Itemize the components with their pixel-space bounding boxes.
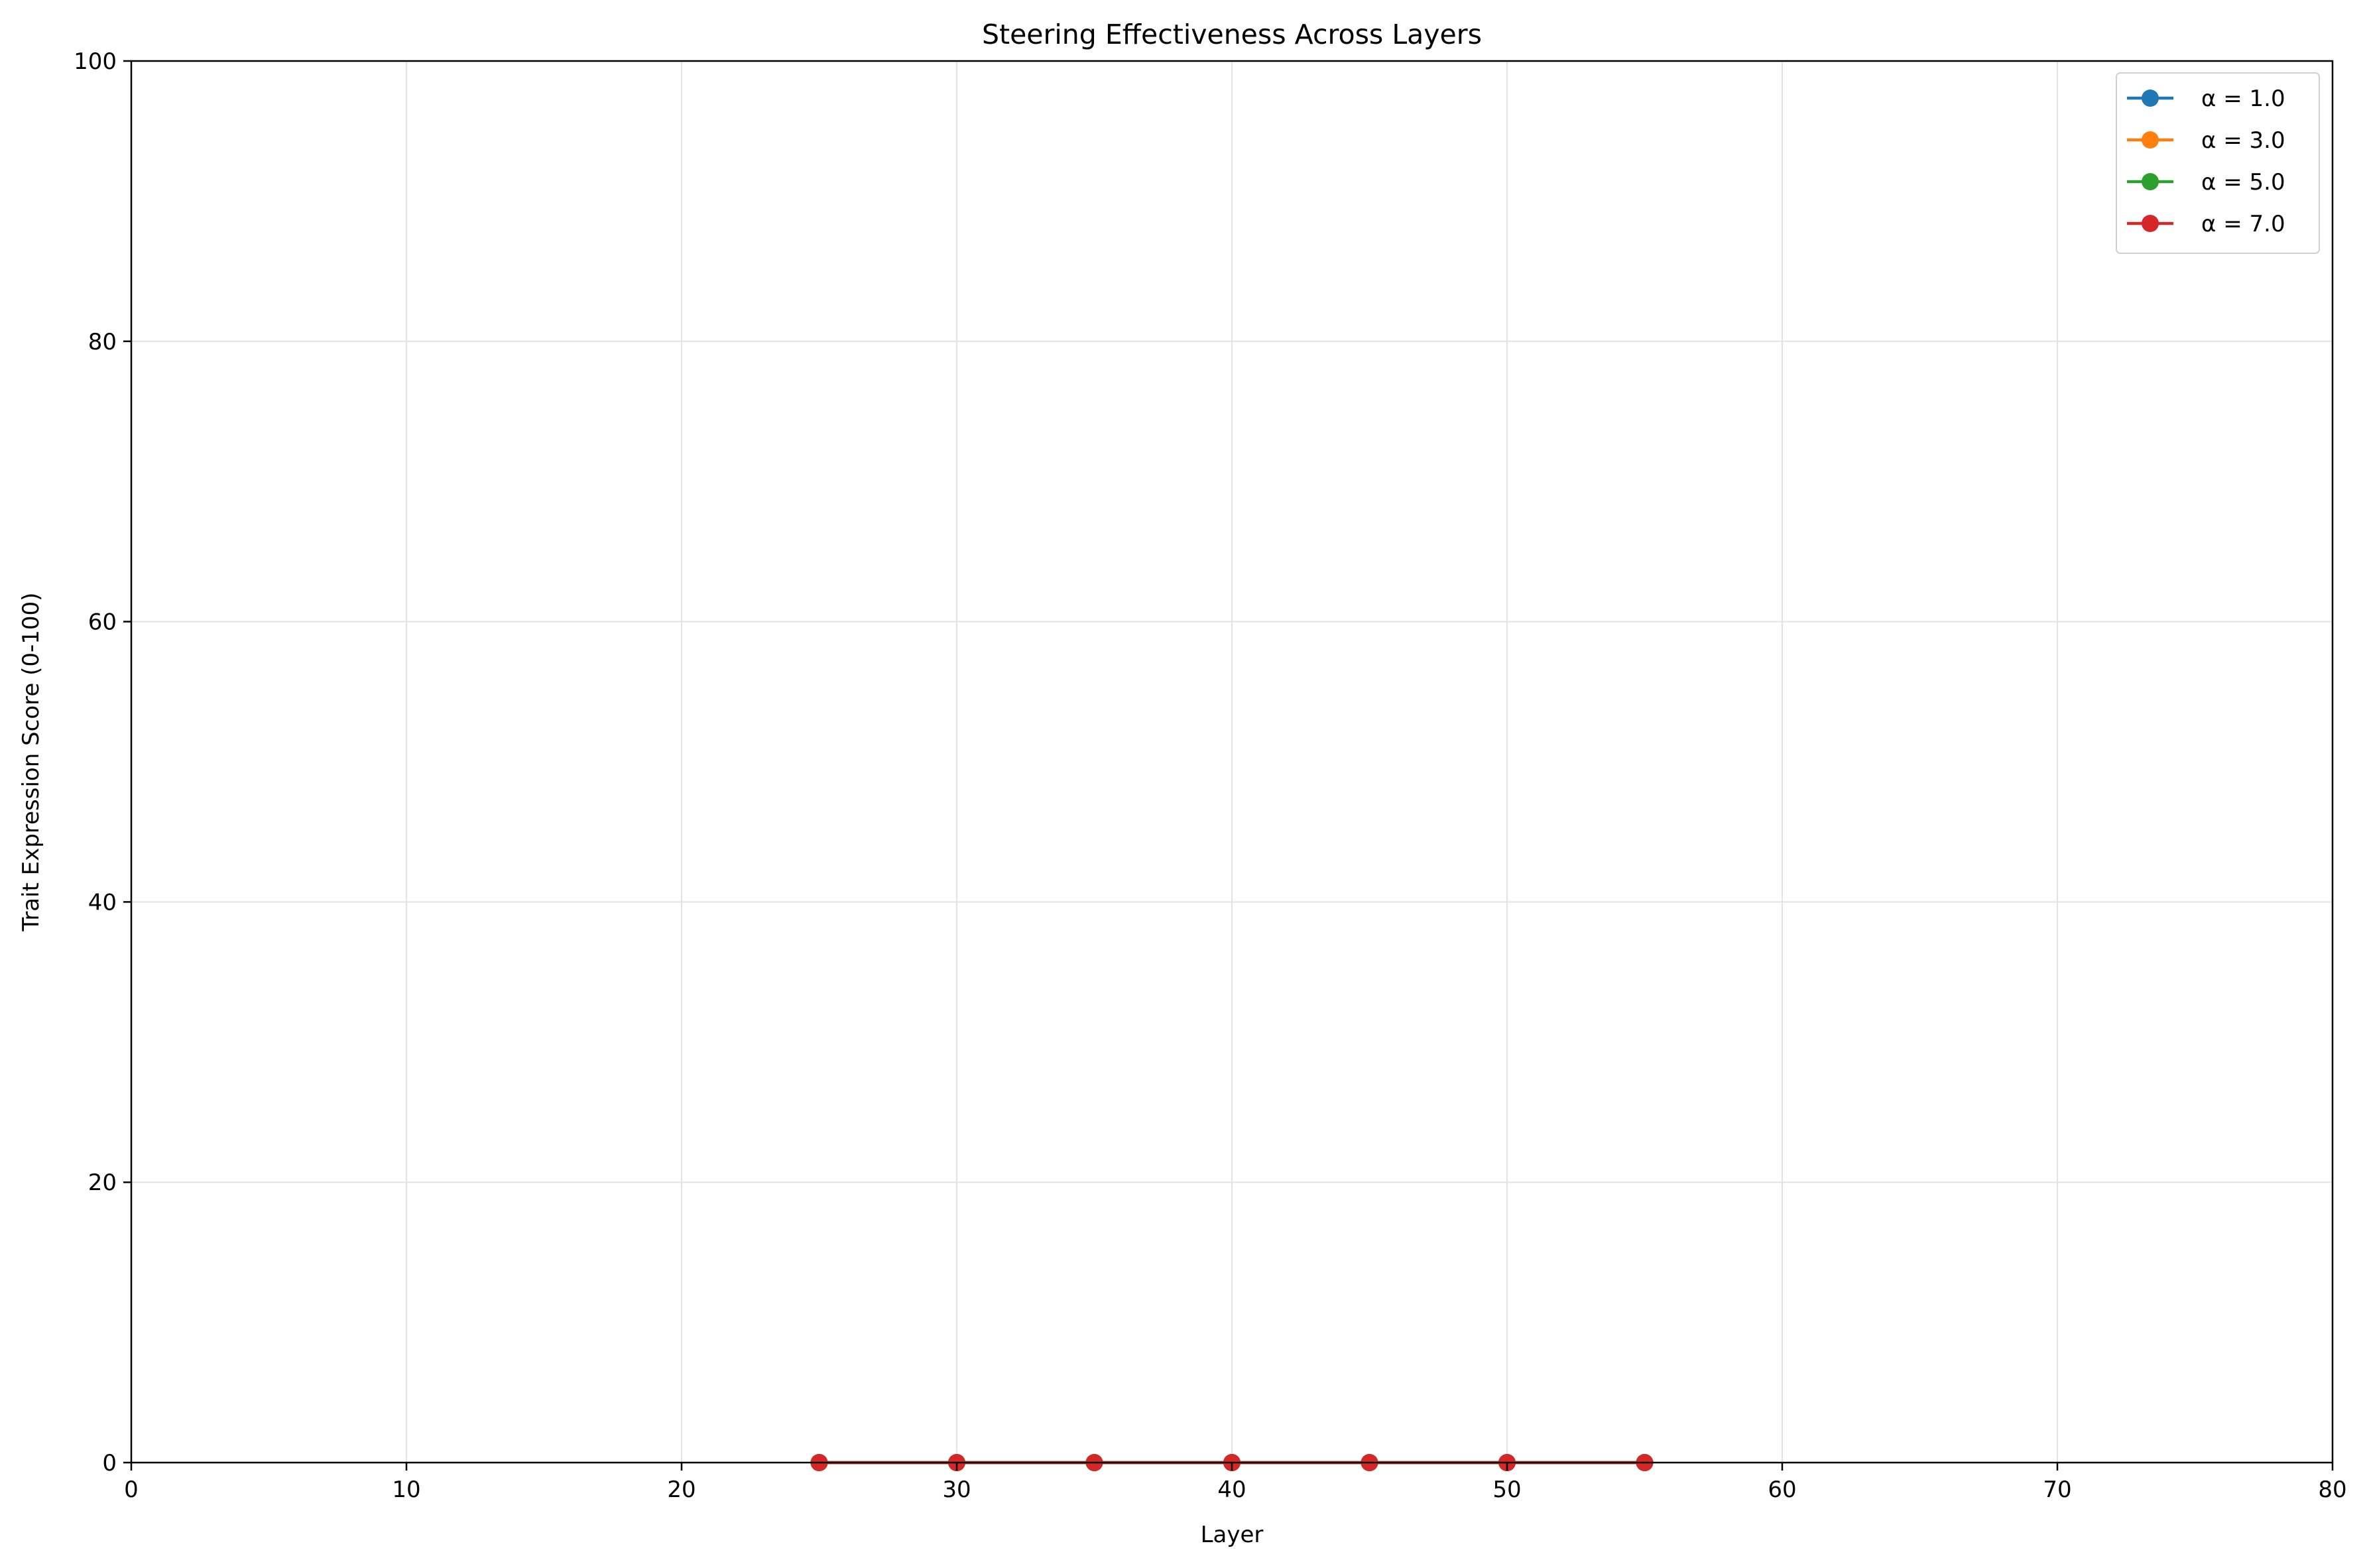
x-tick-label: 80 bbox=[2318, 1477, 2346, 1503]
legend-swatch-marker bbox=[2142, 173, 2159, 190]
legend-label: α = 5.0 bbox=[2201, 169, 2285, 196]
legend-swatch-marker bbox=[2142, 215, 2159, 232]
legend-item: α = 7.0 bbox=[2127, 211, 2285, 237]
legend-box bbox=[2116, 72, 2320, 254]
legend-item: α = 1.0 bbox=[2127, 86, 2285, 112]
legend-item: α = 5.0 bbox=[2127, 169, 2285, 196]
x-tick-label: 70 bbox=[2043, 1477, 2071, 1503]
legend: α = 1.0 α = 3.0 α = 5.0 α = 7.0 bbox=[2116, 72, 2320, 254]
x-tick-label: 30 bbox=[942, 1477, 971, 1503]
y-axis-label: Trait Expression Score (0-100) bbox=[18, 593, 44, 932]
x-tick-label: 40 bbox=[1217, 1477, 1246, 1503]
chart-title: Steering Effectiveness Across Layers bbox=[982, 19, 1482, 50]
ticks: 0 10 20 30 40 50 60 70 80 0 20 40 60 80 100 bbox=[74, 48, 2347, 1503]
legend-label: α = 7.0 bbox=[2201, 211, 2285, 237]
legend-swatch-marker bbox=[2142, 131, 2159, 149]
legend-label: α = 3.0 bbox=[2201, 127, 2285, 154]
y-tick-label: 60 bbox=[88, 609, 117, 636]
x-tick-label: 60 bbox=[1768, 1477, 1796, 1503]
grid bbox=[131, 60, 2333, 1463]
y-tick-label: 100 bbox=[74, 48, 117, 75]
x-tick-label: 0 bbox=[124, 1477, 139, 1503]
legend-item: α = 3.0 bbox=[2127, 127, 2285, 154]
legend-swatch-marker bbox=[2142, 90, 2159, 107]
y-tick-label: 20 bbox=[88, 1170, 117, 1196]
y-tick-label: 40 bbox=[88, 889, 117, 916]
x-tick-label: 50 bbox=[1492, 1477, 1521, 1503]
x-axis-label: Layer bbox=[1201, 1522, 1264, 1548]
x-tick-label: 10 bbox=[392, 1477, 420, 1503]
legend-label: α = 1.0 bbox=[2201, 86, 2285, 112]
x-tick-label: 20 bbox=[667, 1477, 696, 1503]
y-tick-label: 80 bbox=[88, 329, 117, 355]
y-tick-label: 0 bbox=[102, 1450, 117, 1477]
